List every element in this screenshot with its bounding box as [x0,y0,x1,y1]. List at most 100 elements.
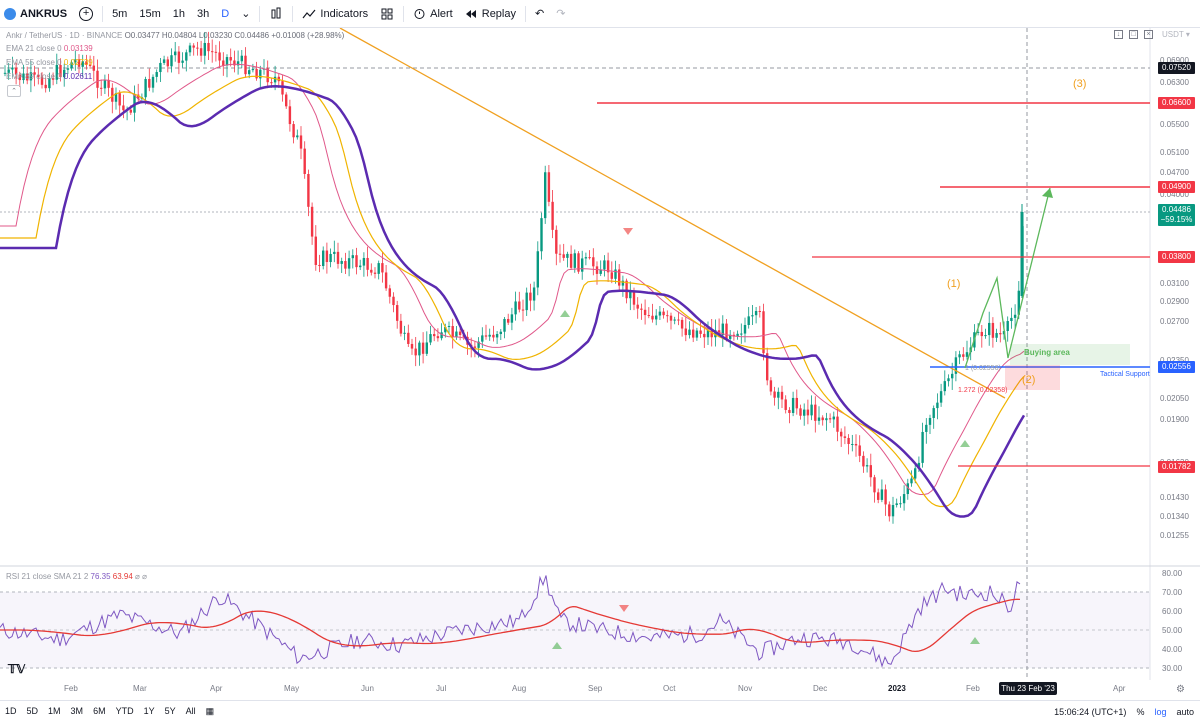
redo-button[interactable]: ↷ [550,0,571,28]
price-tick-label: 0.01340 [1160,512,1189,521]
candle-body [640,308,643,310]
candle-body [791,397,795,413]
range-1d[interactable]: 1D [5,706,17,716]
symbol-label: ANKRUS [20,7,68,20]
range-1m[interactable]: 1M [48,706,61,716]
range-5y[interactable]: 5Y [164,706,176,716]
range-3m[interactable]: 3M [70,706,84,716]
current-price: 0.04486 [1162,205,1191,214]
rsi-tick-label: 60.00 [1162,607,1183,616]
candle-body [592,257,595,267]
candle-body [488,334,491,337]
candle-body [473,346,477,348]
candle-body [48,77,51,89]
indicators-button[interactable]: Indicators [296,0,374,28]
buy-signal-icon [970,637,980,644]
buying-area-label: Buying area [1024,348,1070,357]
moving-averages [0,63,1026,518]
interval-d[interactable]: D [221,7,230,20]
range-ytd[interactable]: YTD [115,706,134,716]
currency-selector[interactable]: USDT ▾ [1162,30,1190,39]
buy-signal-icon [552,642,562,649]
pane-close-icon[interactable]: × [1144,30,1153,39]
candle-body [888,504,891,517]
candle-body [814,404,817,421]
candle-body [847,437,850,444]
clock-time[interactable]: 15:06:24 (UTC+1) [1054,706,1127,717]
range-6m[interactable]: 6M [93,706,106,716]
pane-down-icon[interactable]: ↓ [1114,30,1123,39]
symbol-search[interactable]: ANKRUS [0,0,73,28]
interval-5m[interactable]: 5m [112,7,128,20]
chart-type-button[interactable] [263,0,289,28]
candle-body [100,87,103,89]
drawings: (3) (1) (2) Buying area Tactical Support 1 (0… [339,28,1150,467]
candle-body [222,60,225,66]
gear-icon[interactable]: ⚙ [1176,684,1185,695]
candle-body [877,492,880,500]
candle-body [377,263,380,274]
undo-button[interactable]: ↶ [529,0,550,28]
alert-button[interactable]: Alert [407,0,459,28]
replay-label: Replay [481,7,516,20]
compare-button[interactable]: + [73,0,99,28]
ema89-legend[interactable]: EMA 89 close 0 0.02611 [6,72,92,81]
candle-body [599,269,602,274]
replay-button[interactable]: Replay [459,0,522,28]
candle-body [14,67,18,75]
candle-body [547,172,551,202]
auto-toggle[interactable]: auto [1176,706,1194,717]
candle-body [621,280,625,286]
top-toolbar: ANKRUS + 5m 15m 1h 3h D ⌄ Indicators Ale… [0,0,1200,28]
rsi-legend[interactable]: RSI 21 close SMA 21 2 76.35 63.94 ⌀ ⌀ [6,572,147,581]
ema21-legend[interactable]: EMA 21 close 0 0.03139 [6,44,93,53]
interval-15m[interactable]: 15m [139,7,161,20]
candle-body [939,391,943,403]
candle-body [965,352,969,357]
ema55-legend[interactable]: EMA 55 close 0 0.02739 [6,58,93,67]
interval-1h[interactable]: 1h [172,7,185,20]
candle-body [181,60,184,63]
time-tick-label: Feb [966,684,980,693]
ohlc-prefix: Ankr / TetherUS · 1D · BINANCE [6,31,123,40]
candle-body [166,59,169,67]
candle-body [484,335,488,337]
range-all[interactable]: All [185,706,196,716]
candle-body [74,59,77,63]
candle-body [832,416,835,420]
candle-body [233,60,236,66]
candle-body [225,57,229,66]
candle-body [766,353,769,381]
pane-maximize-icon[interactable]: □ [1129,30,1138,39]
visibility-icons[interactable]: ⌀ ⌀ [135,572,147,581]
price-chart[interactable]: (3) (1) (2) Buying area Tactical Support 1 (0… [0,28,1200,568]
pane-controls: ↓ □ × [1114,30,1153,39]
percent-toggle[interactable]: % [1136,706,1145,717]
candle-body [447,326,451,328]
candle-body [910,478,913,484]
arrowhead-icon [1042,188,1053,198]
candle-body [92,65,95,71]
time-tick-label: Oct [663,684,676,693]
rsi-chart[interactable]: 80.00 70.00 60.00 50.00 40.00 30.00 [0,568,1200,680]
candle-body [40,76,44,85]
goto-date-button[interactable]: ▦ [201,706,220,717]
range-5d[interactable]: 5D [26,706,39,716]
interval-3h[interactable]: 3h [197,7,210,20]
legend-collapse-button[interactable]: ⌃ [7,85,21,97]
candle-body [976,331,980,333]
price-tick-label: 0.02900 [1160,297,1189,306]
candle-body [396,305,399,321]
indicators-icon [302,9,316,18]
log-toggle[interactable]: log [1154,706,1167,717]
candle-body [384,272,388,289]
candle-body [706,330,710,338]
templates-button[interactable] [374,0,400,28]
range-1y[interactable]: 1Y [143,706,155,716]
candle-body [869,465,872,478]
candle-body [777,391,780,398]
candle-body [114,93,118,102]
candle-body [540,218,543,252]
interval-dropdown[interactable]: ⌄ [235,0,256,28]
candle-body [510,314,514,323]
